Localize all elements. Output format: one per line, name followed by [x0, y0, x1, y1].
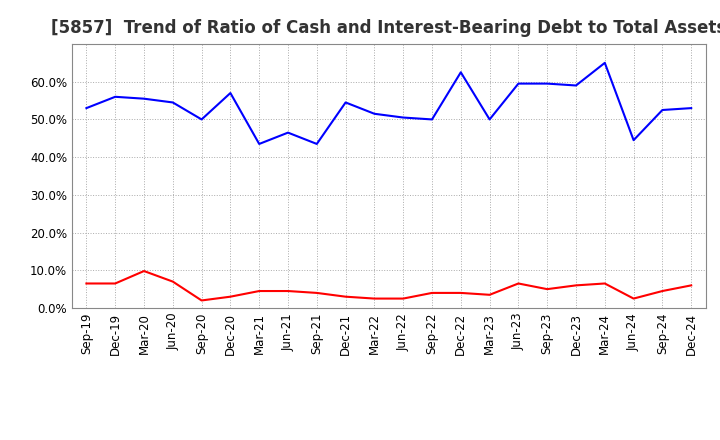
Interest-Bearing Debt — [111, 94, 120, 99]
Interest-Bearing Debt — [600, 60, 609, 66]
Cash — [428, 290, 436, 296]
Cash — [456, 290, 465, 296]
Line: Cash: Cash — [86, 271, 691, 301]
Cash — [600, 281, 609, 286]
Interest-Bearing Debt — [226, 90, 235, 95]
Interest-Bearing Debt — [197, 117, 206, 122]
Interest-Bearing Debt — [658, 107, 667, 113]
Interest-Bearing Debt — [284, 130, 292, 135]
Interest-Bearing Debt — [399, 115, 408, 120]
Cash — [140, 268, 148, 274]
Title: [5857]  Trend of Ratio of Cash and Interest-Bearing Debt to Total Assets: [5857] Trend of Ratio of Cash and Intere… — [51, 19, 720, 37]
Cash — [341, 294, 350, 299]
Cash — [514, 281, 523, 286]
Interest-Bearing Debt — [428, 117, 436, 122]
Interest-Bearing Debt — [572, 83, 580, 88]
Interest-Bearing Debt — [687, 106, 696, 111]
Cash — [370, 296, 379, 301]
Interest-Bearing Debt — [370, 111, 379, 117]
Cash — [543, 286, 552, 292]
Cash — [255, 288, 264, 293]
Interest-Bearing Debt — [82, 106, 91, 111]
Cash — [658, 288, 667, 293]
Interest-Bearing Debt — [629, 138, 638, 143]
Interest-Bearing Debt — [514, 81, 523, 86]
Cash — [82, 281, 91, 286]
Interest-Bearing Debt — [168, 100, 177, 105]
Cash — [226, 294, 235, 299]
Cash — [312, 290, 321, 296]
Interest-Bearing Debt — [485, 117, 494, 122]
Cash — [629, 296, 638, 301]
Interest-Bearing Debt — [255, 141, 264, 147]
Cash — [111, 281, 120, 286]
Interest-Bearing Debt — [543, 81, 552, 86]
Cash — [284, 288, 292, 293]
Interest-Bearing Debt — [456, 70, 465, 75]
Cash — [572, 283, 580, 288]
Cash — [168, 279, 177, 284]
Interest-Bearing Debt — [341, 100, 350, 105]
Cash — [687, 283, 696, 288]
Line: Interest-Bearing Debt: Interest-Bearing Debt — [86, 63, 691, 144]
Interest-Bearing Debt — [312, 141, 321, 147]
Interest-Bearing Debt — [140, 96, 148, 101]
Cash — [485, 292, 494, 297]
Cash — [197, 298, 206, 303]
Cash — [399, 296, 408, 301]
